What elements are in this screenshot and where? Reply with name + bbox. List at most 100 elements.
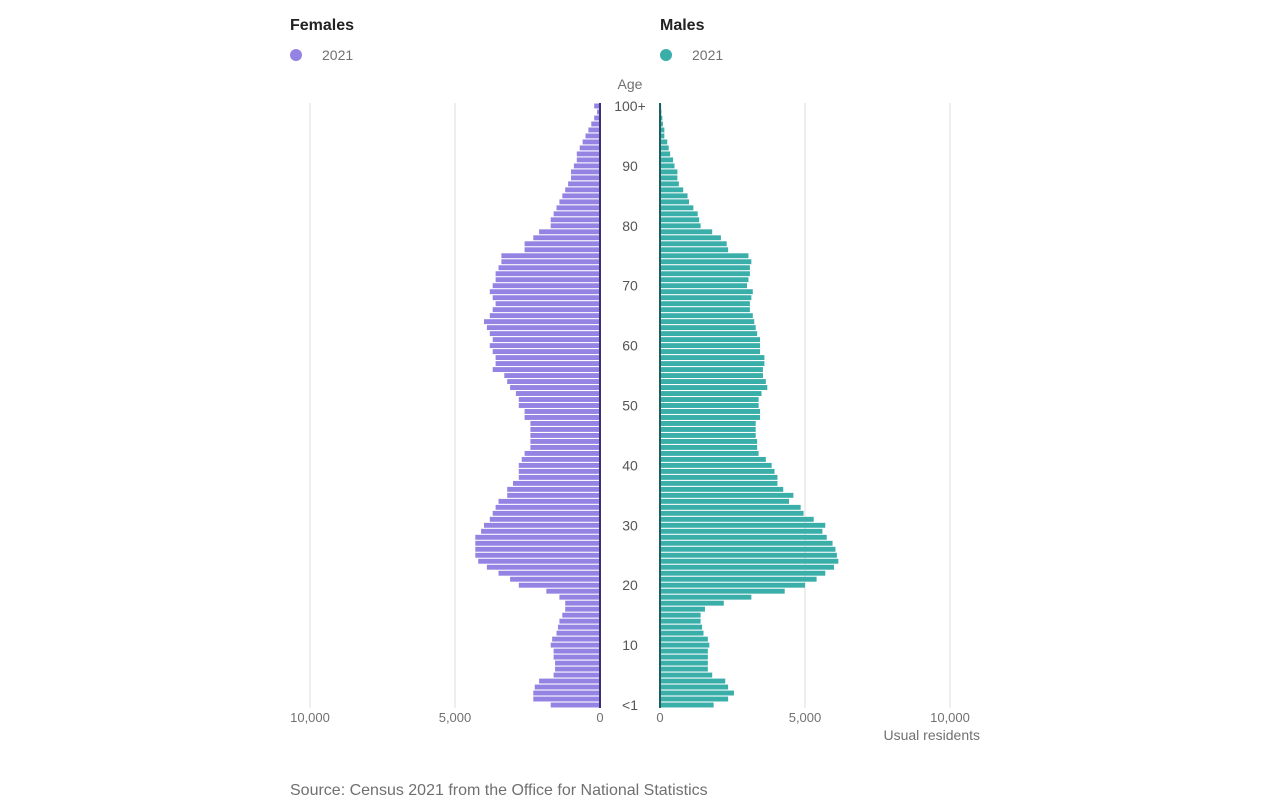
bar-males-age-30 <box>660 522 826 528</box>
bar-females-age-57 <box>495 361 600 367</box>
legend-females-title: Females <box>290 17 355 34</box>
x-tick-label-right: 5,000 <box>789 710 822 725</box>
bar-females-age-28 <box>475 534 600 540</box>
bar-females-age-71 <box>495 277 600 283</box>
legend-females-swatch <box>290 49 302 61</box>
bar-males-age-66 <box>660 307 750 313</box>
bar-males-age-70 <box>660 283 747 289</box>
bar-females-age-55 <box>504 373 600 379</box>
age-tick-label: 90 <box>622 158 638 174</box>
bar-males-age-46 <box>660 427 756 432</box>
bar-males-age-20 <box>660 582 805 588</box>
bar-females-age-40 <box>518 462 600 468</box>
legend-females-year: 2021 <box>322 47 354 63</box>
x-tick-label-left: 10,000 <box>290 710 330 725</box>
bar-males-age-87 <box>660 181 679 187</box>
bar-females-age-25 <box>475 552 600 558</box>
bar-males-age-25 <box>660 552 837 558</box>
bar-females-age-83 <box>556 205 600 211</box>
bar-males-age-69 <box>660 289 753 295</box>
bar-males-age-5 <box>660 672 713 678</box>
bar-females-age-46 <box>530 427 600 432</box>
bar-males-age-88 <box>660 175 678 181</box>
bar-males-age-62 <box>660 331 758 337</box>
bar-females-age-27 <box>475 540 600 546</box>
bar-females-age-21 <box>510 576 600 582</box>
bar-males-age-44 <box>660 438 758 444</box>
bar-females-age-62 <box>489 331 600 337</box>
bar-males-age-81 <box>660 217 700 223</box>
age-tick-label: <1 <box>622 697 638 713</box>
bar-males-age-51 <box>660 397 759 402</box>
bar-males-age-67 <box>660 301 750 307</box>
bar-females-age-93 <box>579 145 600 151</box>
bar-females-age-80 <box>550 223 600 229</box>
bar-females-age-24 <box>478 558 600 564</box>
bar-females-age-31 <box>489 516 600 522</box>
bar-females-age-100 <box>594 103 600 109</box>
bar-males-age-13 <box>660 624 703 630</box>
bar-females-age-48 <box>524 415 600 420</box>
bar-males-age-90 <box>660 163 675 169</box>
bar-females-age-12 <box>556 630 600 636</box>
bar-females-age-35 <box>507 492 600 498</box>
bar-females-age-88 <box>571 175 600 181</box>
x-tick-label-left: 0 <box>596 710 603 725</box>
bar-males-age-6 <box>660 666 708 672</box>
age-tick-label: 60 <box>622 338 638 354</box>
bar-males-age-98 <box>660 115 663 121</box>
bar-males-age-63 <box>660 325 756 331</box>
bar-males-age-4 <box>660 678 726 684</box>
bar-males-age-74 <box>660 259 752 265</box>
age-tick-label: 80 <box>622 218 638 234</box>
bar-males-age-94 <box>660 139 668 145</box>
bar-males-age-34 <box>660 498 790 504</box>
bar-males-age-54 <box>660 379 766 384</box>
bar-females-age-19 <box>546 588 600 594</box>
bar-males-age-61 <box>660 337 761 343</box>
age-tick-label: 30 <box>622 517 638 533</box>
bar-males-age-77 <box>660 241 727 247</box>
bar-females-age-65 <box>489 313 600 319</box>
bar-males-age-21 <box>660 576 817 582</box>
bar-males-age-93 <box>660 145 669 151</box>
bar-females-age-13 <box>557 624 600 630</box>
legend-males-year: 2021 <box>692 47 724 63</box>
bar-females-age-68 <box>492 295 600 301</box>
bar-females-age-3 <box>534 684 600 690</box>
bar-males-age-48 <box>660 415 761 420</box>
bar-males-age-38 <box>660 474 778 480</box>
bar-females-age-10 <box>550 642 600 648</box>
bar-males-age-76 <box>660 247 729 253</box>
bar-males-age-31 <box>660 516 814 522</box>
bar-males-age-11 <box>660 636 708 642</box>
bar-females-age-1 <box>533 696 600 702</box>
x-tick-label-right: 10,000 <box>930 710 970 725</box>
bar-males-age-24 <box>660 558 839 564</box>
bar-females-age-64 <box>484 319 600 325</box>
bar-males-age-79 <box>660 229 713 235</box>
bar-females-age-70 <box>492 283 600 289</box>
bar-females-age-66 <box>492 307 600 313</box>
bar-males-age-85 <box>660 193 688 199</box>
bar-males-age-49 <box>660 409 761 414</box>
bar-males-age-18 <box>660 594 752 600</box>
bar-females-age-52 <box>515 391 600 396</box>
bar-females-age-26 <box>475 546 600 552</box>
bar-males-age-73 <box>660 265 750 271</box>
population-pyramid-chart: 0 0 5,000 5,000 10,000 10,000 <1 10 20 30 40 50 60 70… <box>290 76 980 743</box>
legend-males-item[interactable]: 2021 <box>660 46 723 64</box>
bar-males-age-0 <box>660 702 714 708</box>
bar-females-age-74 <box>501 259 600 265</box>
bar-males-age-56 <box>660 367 763 373</box>
bar-females-age-59 <box>492 349 600 355</box>
bar-males-age-45 <box>660 432 756 438</box>
bar-females-age-76 <box>524 247 600 253</box>
bar-females-age-18 <box>559 594 600 600</box>
bar-males-age-72 <box>660 271 750 277</box>
bar-females-age-4 <box>539 678 600 684</box>
bar-females-age-45 <box>530 432 600 438</box>
bar-females-age-60 <box>489 343 600 349</box>
age-tick-label: 10 <box>622 637 638 653</box>
legend-females-item[interactable]: 2021 <box>290 46 353 64</box>
